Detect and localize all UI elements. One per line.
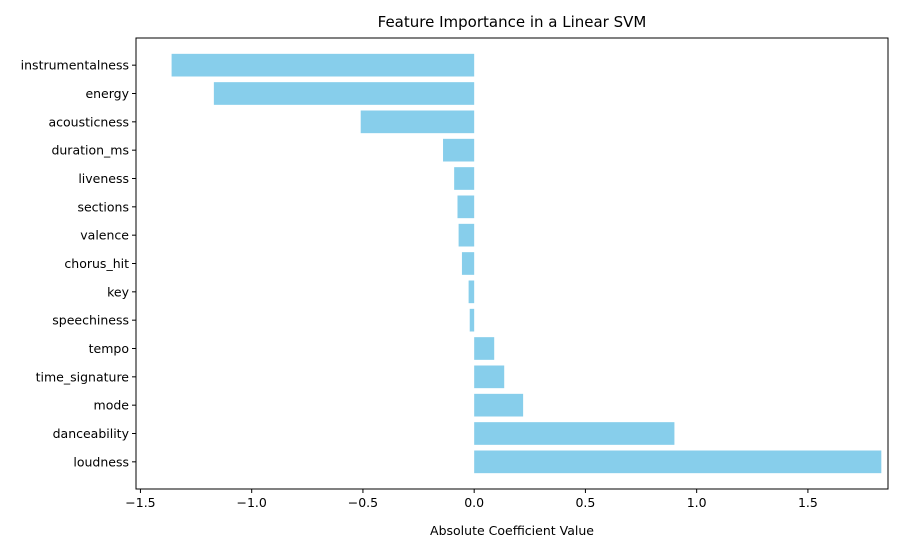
y-tick-label: duration_ms — [51, 143, 129, 158]
bar-instrumentalness — [171, 53, 475, 77]
y-tick-label: sections — [77, 199, 129, 214]
x-tick-label: −1.5 — [125, 495, 155, 510]
bar-liveness — [454, 167, 475, 190]
bar-key — [468, 280, 475, 304]
x-axis: −1.5 −1.0 −0.5 0.0 0.5 1.0 1.5 — [125, 489, 818, 510]
bar-chorus_hit — [461, 252, 475, 275]
bar-time_signature — [474, 365, 505, 389]
y-tick-label: energy — [85, 86, 129, 101]
y-tick-label: danceability — [53, 426, 130, 441]
y-tick-label: valence — [80, 228, 129, 243]
y-axis: instrumentalness energy acousticness durati… — [21, 58, 136, 469]
x-tick-label: 0.0 — [464, 495, 484, 510]
y-tick-label: loudness — [73, 454, 129, 469]
y-tick-label: liveness — [78, 171, 129, 186]
bar-danceability — [474, 422, 675, 445]
bar-acousticness — [360, 110, 475, 134]
x-tick-label: 1.5 — [798, 495, 818, 510]
bar-speechiness — [469, 308, 475, 332]
bar-duration_ms — [443, 138, 475, 162]
bar-mode — [474, 393, 524, 417]
bar-valence — [458, 223, 475, 247]
y-tick-label: mode — [94, 398, 130, 413]
x-tick-label: 0.5 — [575, 495, 595, 510]
bar-loudness — [474, 450, 882, 474]
bar-energy — [213, 82, 475, 105]
y-tick-label: instrumentalness — [21, 58, 129, 73]
y-tick-label: chorus_hit — [64, 256, 129, 271]
plot-frame — [135, 37, 889, 490]
x-axis-label: Absolute Coefficient Value — [430, 523, 594, 538]
y-tick-label: key — [107, 284, 129, 299]
y-tick-label: speechiness — [52, 313, 129, 328]
x-tick-label: 1.0 — [687, 495, 707, 510]
bar-tempo — [474, 337, 495, 360]
y-tick-label: tempo — [89, 341, 129, 356]
chart-title: Feature Importance in a Linear SVM — [378, 13, 647, 31]
bar-sections — [457, 195, 475, 219]
bars-group — [171, 53, 882, 474]
x-tick-label: −1.0 — [237, 495, 267, 510]
x-tick-label: −0.5 — [348, 495, 378, 510]
y-tick-label: time_signature — [36, 369, 130, 384]
y-tick-label: acousticness — [49, 114, 130, 129]
